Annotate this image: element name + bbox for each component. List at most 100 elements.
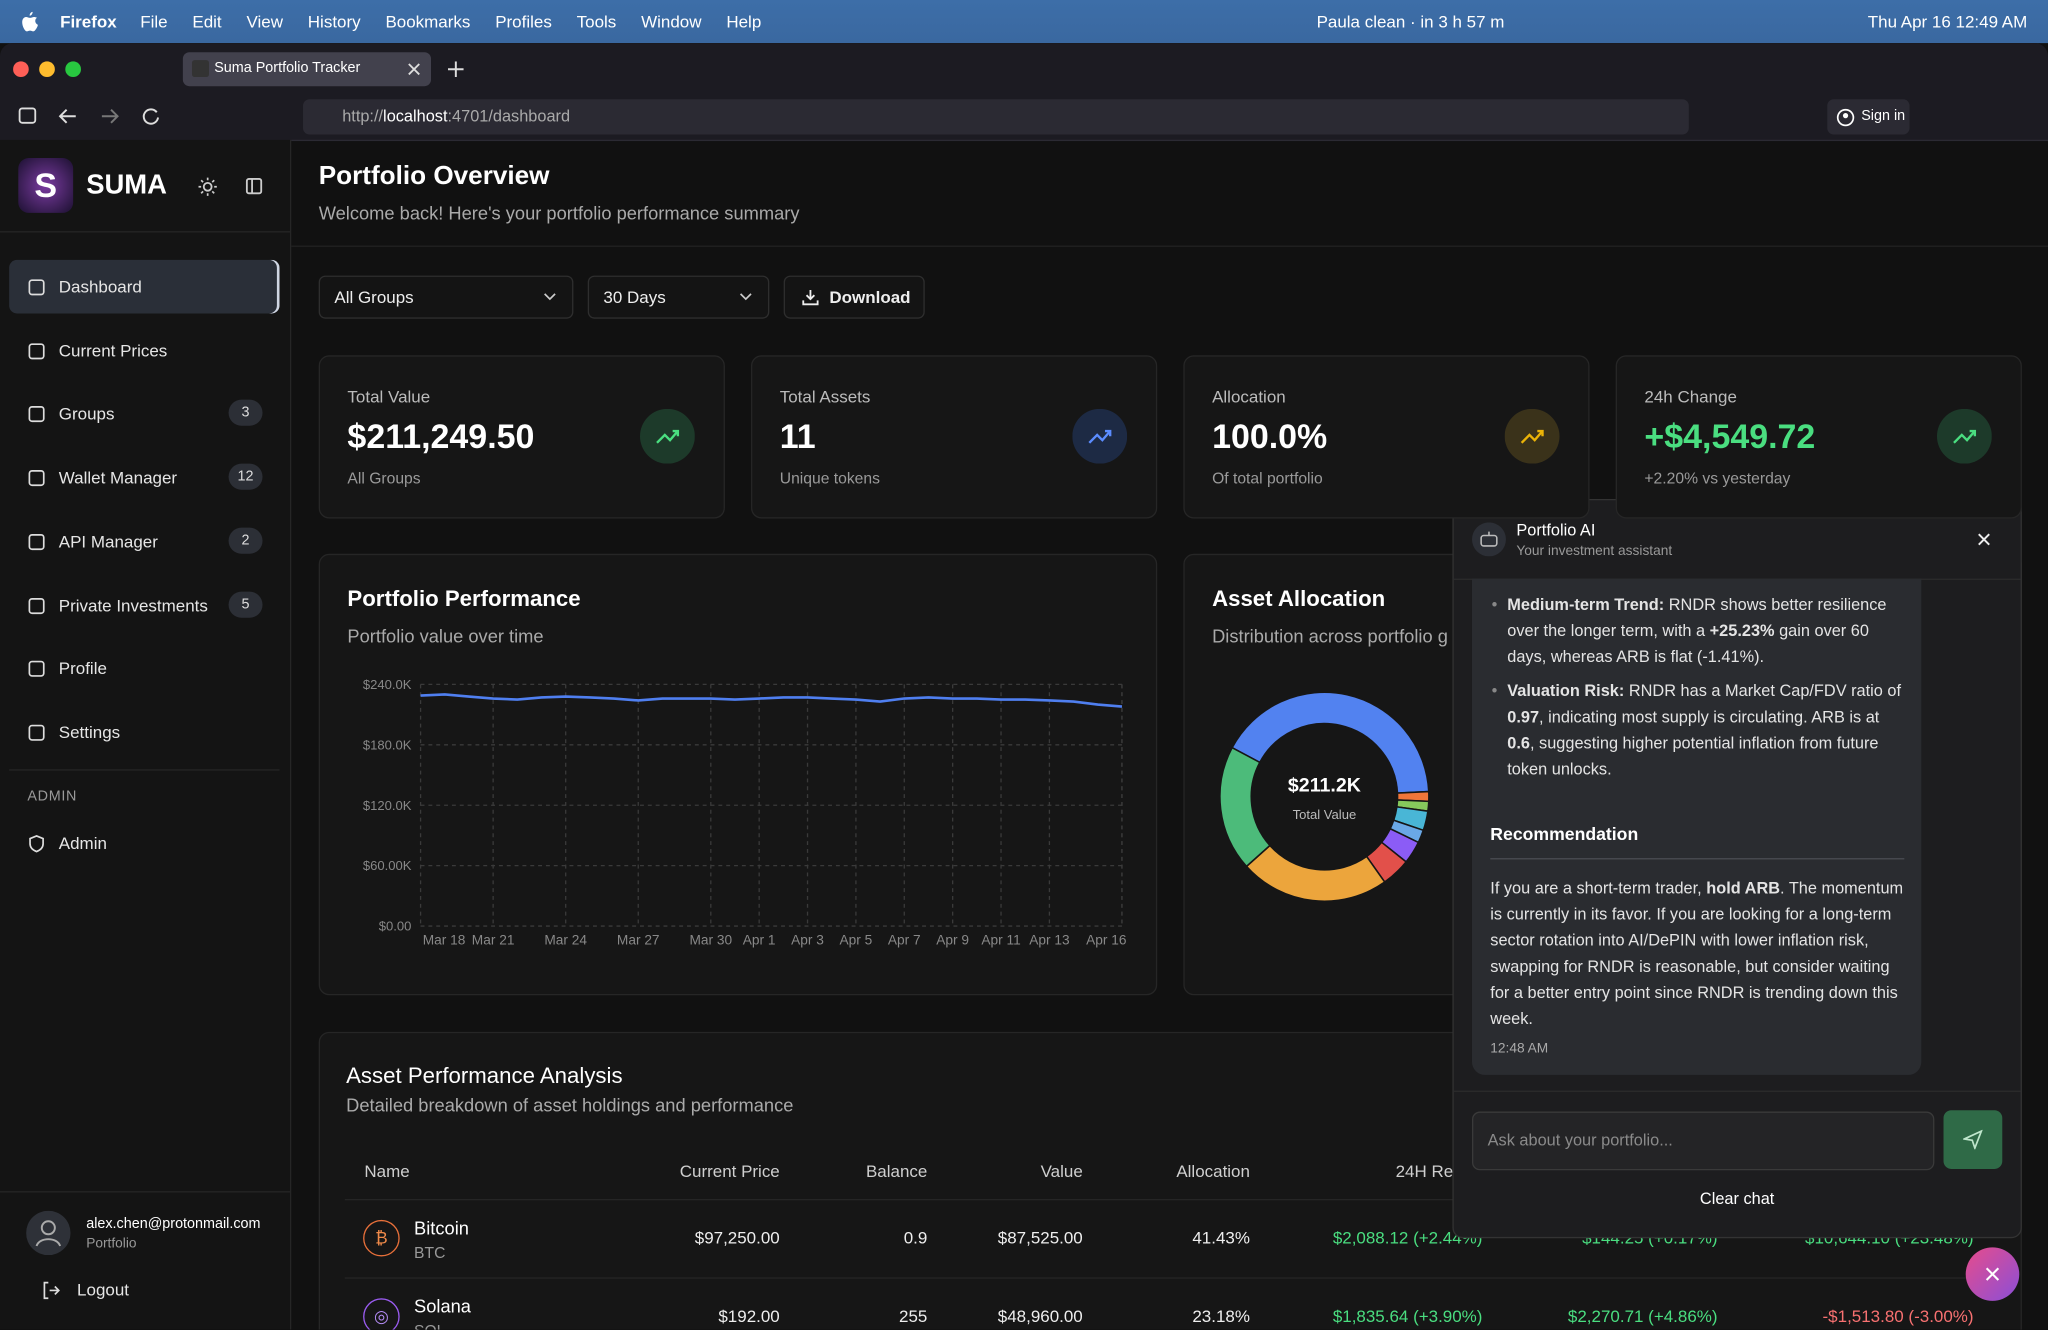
x-tick-label: Apr 5 <box>840 932 873 947</box>
menus: File Edit View History Bookmarks Profiles Tool… <box>140 12 761 32</box>
period-select[interactable]: 30 Days <box>587 275 770 319</box>
nav-item[interactable]: Settings <box>9 705 279 759</box>
y-tick-label: $120.0K <box>363 798 412 813</box>
column-header: Name <box>364 1161 410 1181</box>
donut-center-value: $211.2K <box>1287 774 1361 797</box>
app-name[interactable]: Firefox <box>60 11 117 32</box>
stat-card: Allocation 100.0% Of total portfolio <box>1183 355 1590 519</box>
table-cell: -$1,513.80 (-3.00%) <box>1822 1306 1974 1326</box>
table-cell: $192.00 <box>718 1306 780 1326</box>
chat-message: • Medium-term Trend: RNDR shows better re… <box>1471 578 1922 1075</box>
table-cell: 255 <box>898 1306 928 1326</box>
card-title: Portfolio Performance <box>347 586 581 612</box>
sign-in[interactable]: Sign in <box>1827 99 1910 135</box>
chat-title: Portfolio AI <box>1516 521 1596 540</box>
table-cell: $2,088.12 (+2.44%) <box>1332 1227 1483 1248</box>
nav-badge: 12 <box>228 463 263 490</box>
x-tick-label: Mar 24 <box>544 932 587 947</box>
x-tick-label: Apr 16 <box>1086 932 1127 947</box>
tab[interactable]: Suma Portfolio Tracker <box>182 52 432 87</box>
menu-item[interactable]: Bookmarks <box>385 11 471 32</box>
avatar <box>26 1210 71 1256</box>
x-tick-label: Apr 7 <box>888 932 921 947</box>
chat-input[interactable]: Ask about your portfolio... <box>1471 1111 1935 1171</box>
y-tick-label: $60.00K <box>363 858 412 873</box>
apple-icon <box>22 11 38 31</box>
nav-badge: 2 <box>228 527 263 554</box>
logo: S <box>18 158 74 213</box>
x-tick-label: Mar 30 <box>689 932 732 947</box>
download-button[interactable]: Download <box>783 275 925 319</box>
stat-note: All Groups <box>347 468 421 488</box>
nav-label: Wallet Manager <box>58 467 178 488</box>
nav-buttons[interactable] <box>18 106 164 127</box>
column-header: Value <box>1040 1161 1083 1181</box>
nav-item[interactable]: API Manager 2 <box>9 514 279 568</box>
nav-label: API Manager <box>58 531 158 551</box>
nav-item[interactable]: Wallet Manager 12 <box>9 451 279 505</box>
new-tab[interactable] <box>447 61 464 78</box>
menu-bar: Firefox File Edit View History Bookmarks Prof… <box>0 0 2048 44</box>
asset-icon: ₿ <box>363 1219 400 1257</box>
x-tick-label: Mar 18 <box>423 932 466 947</box>
nav-item[interactable]: Current Prices <box>9 324 279 378</box>
nav-label: Groups <box>58 404 115 424</box>
message-time: 12:48 AM <box>1490 1040 1549 1057</box>
table-cell: $97,250.00 <box>694 1227 780 1248</box>
stat-value: +$4,549.72 <box>1644 416 1816 456</box>
tab-close[interactable] <box>408 63 421 76</box>
stat-label: 24h Change <box>1644 386 1737 407</box>
group-select[interactable]: All Groups <box>318 275 574 319</box>
nav-badge: 3 <box>228 400 263 427</box>
nav-admin[interactable]: Admin <box>9 816 279 870</box>
asset-icon: ◎ <box>363 1298 400 1330</box>
nav-label: Profile <box>58 658 107 679</box>
x-tick-label: Mar 27 <box>617 932 660 947</box>
menu-item[interactable]: History <box>307 11 361 32</box>
nav-item[interactable]: Private Investments 5 <box>9 578 279 632</box>
donut-segment <box>1231 691 1430 794</box>
stat-note: Of total portfolio <box>1212 468 1323 488</box>
menu-item[interactable]: Window <box>641 11 702 32</box>
asset-symbol: BTC <box>414 1243 446 1262</box>
table-cell: 0.9 <box>903 1227 928 1248</box>
asset-name: Solana <box>414 1295 471 1317</box>
menu-item[interactable]: File <box>140 11 168 32</box>
nav-item[interactable]: Dashboard <box>9 259 280 314</box>
page-subtitle: Welcome back! Here's your portfolio perf… <box>318 202 800 224</box>
fab[interactable] <box>1965 1247 2020 1301</box>
performance-card: Portfolio Performance Portfolio value ov… <box>318 553 1158 996</box>
menu-item[interactable]: Edit <box>192 11 222 32</box>
table-cell: $1,835.64 (+3.90%) <box>1332 1306 1483 1326</box>
clear-chat[interactable]: Clear chat <box>1699 1189 1775 1209</box>
chat-close[interactable] <box>1977 533 1990 546</box>
chat-subtitle: Your investment assistant <box>1516 543 1673 560</box>
stat-card: Total Assets 11 Unique tokens <box>751 355 1158 519</box>
send-button[interactable] <box>1943 1110 2003 1169</box>
window-buttons <box>13 61 81 78</box>
tab-title: Suma Portfolio Tracker <box>214 60 361 76</box>
menu-item[interactable]: View <box>246 11 283 32</box>
nav-label: Private Investments <box>58 594 208 615</box>
nav-item[interactable]: Groups 3 <box>9 387 279 441</box>
table-cell: $48,960.00 <box>997 1306 1083 1326</box>
card-subtitle: Detailed breakdown of asset holdings and… <box>346 1094 794 1116</box>
column-header: Allocation <box>1176 1161 1250 1181</box>
brand: SUMA <box>86 169 167 200</box>
stat-value: $211,249.50 <box>347 416 535 456</box>
menu-item[interactable]: Profiles <box>495 11 552 32</box>
nav-label: Settings <box>58 722 121 742</box>
url: http://localhost:4701/dashboard <box>342 107 571 126</box>
logout[interactable]: Logout <box>9 1263 279 1318</box>
menu-item[interactable]: Tools <box>576 11 617 32</box>
nav-item[interactable]: Profile <box>9 642 279 696</box>
table-cell: 23.18% <box>1192 1306 1250 1326</box>
header-tools[interactable] <box>197 176 265 197</box>
card-subtitle: Distribution across portfolio g <box>1212 625 1448 647</box>
url-bar[interactable]: http://localhost:4701/dashboard <box>303 99 1689 135</box>
menu-item[interactable]: Help <box>726 11 762 32</box>
nav-label: Current Prices <box>58 340 168 361</box>
y-tick-label: $240.0K <box>363 677 412 692</box>
x-tick-label: Mar 21 <box>472 932 515 947</box>
